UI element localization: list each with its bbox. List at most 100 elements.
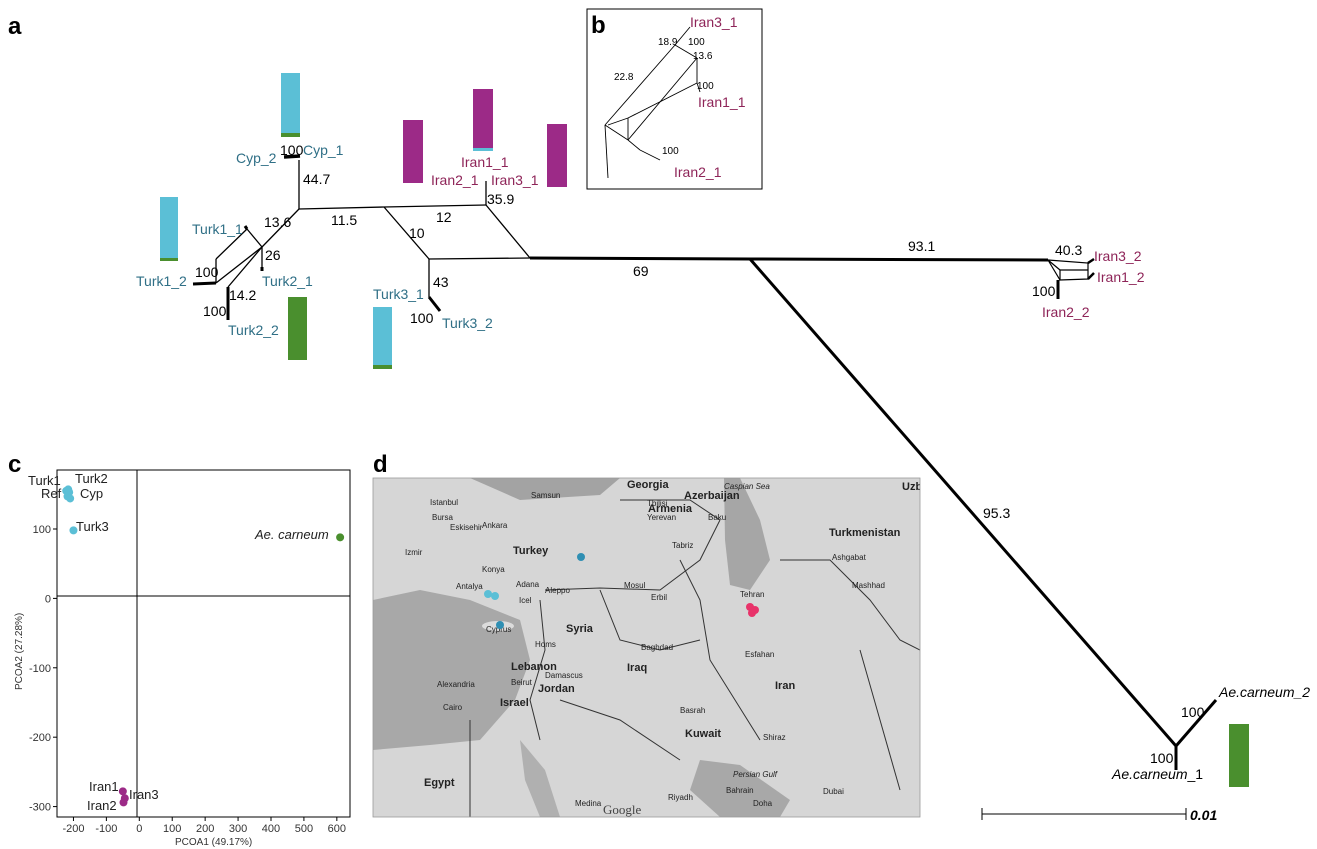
taxon-labels: Cyp_1 Cyp_2 Turk1_1 Turk1_2 Turk2_1 Turk… [136,142,1310,782]
map-borders [469,499,920,817]
marker-turk1 [484,590,492,598]
map-uzb: Uzb [902,481,922,493]
map-cairo: Cairo [443,703,463,712]
map-syria: Syria [566,623,594,635]
pcoa-label-turk2: Turk2 [75,471,108,486]
marker-iran-c [748,609,756,617]
inset-frame [586,8,763,190]
branch-acarneum-2 [1174,699,1218,747]
border-syria-iraq [599,589,701,651]
map-iran: Iran [775,680,795,692]
map-tabriz: Tabriz [672,541,693,550]
support-acarneum-upper: 100 [1181,704,1205,720]
map-tehran: Tehran [740,590,764,599]
map-doha: Doha [753,799,773,808]
ret-a [246,228,263,248]
pcoa-point-iran1 [118,787,127,796]
pcoa-x-tick-label: 500 [295,823,313,835]
support-43: 43 [433,274,449,290]
map-ankara: Ankara [482,521,508,530]
structure-bars [160,73,1249,787]
marker-turk2 [491,592,499,600]
taxon-iran3-2: Iran3_2 [1094,248,1142,264]
inset-e7 [627,82,698,119]
support-13-6: 13.6 [264,214,291,230]
taxon-iran1-2: Iran1_2 [1097,269,1145,285]
map-turkmenistan: Turkmenistan [829,527,901,539]
taxon-acarneum-1-name: Ae.carneum [1111,766,1188,782]
pcoa-points [62,485,345,807]
map-lebanon: Lebanon [511,661,557,673]
branch-10 [383,206,430,260]
border-turkey-south [544,519,721,591]
ret-c [227,246,263,288]
map-attribution: Google [603,802,642,817]
support-turk3: 100 [410,310,434,326]
support-acarneum-lower: 100 [1150,750,1174,766]
support-14-2: 14.2 [229,287,256,303]
border-syria-west [529,599,546,741]
ret-i2 [1047,259,1061,271]
pcoa-point-iran2 [119,798,128,807]
support-44-7: 44.7 [303,171,330,187]
map-frame [372,477,921,818]
inset-support-100-c: 100 [662,146,679,157]
ret-b [215,228,248,260]
taxon-iran3-1: Iran3_1 [491,172,539,188]
panel-d-letter: d [373,451,388,478]
support-11-5: 11.5 [331,212,357,228]
pcoa-y-tick-label: -300 [29,802,51,814]
pcoa-y-tick-label: 100 [33,524,51,536]
map-konya: Konya [482,565,505,574]
map-red-sea [520,740,560,817]
map-antalya: Antalya [456,582,483,591]
ret-f [215,246,263,284]
pcoa-x-tick-label: -100 [95,823,117,835]
map-erbil: Erbil [651,593,667,602]
map-caspian-sea [724,478,770,590]
iran1-2-tip [1087,272,1095,280]
map-persian-gulf-label: Persian Gulf [733,770,778,779]
branch-95-3 [748,258,1178,747]
map-baku: Baku [708,513,726,522]
pcoa-label-turk3: Turk3 [76,519,109,534]
branch-cyp-tips [283,154,301,159]
inset-e1 [604,44,676,126]
pcoa-y-tick-label: 0 [45,593,51,605]
pcoa-label-acarneum: Ae. carneum [254,527,329,542]
bar-turk3-blue [373,307,392,365]
inset-support-18-9: 18.9 [658,37,678,48]
border-caucasus [620,499,721,521]
map-adana: Adana [516,580,540,589]
pcoa-label-cyp: Cyp [80,486,103,501]
scale-bar: 0.01 [981,807,1217,823]
taxon-acarneum-1-suffix: _1 [1186,766,1203,782]
taxon-turk1-2: Turk1_2 [136,273,187,289]
map-israel: Israel [500,697,529,709]
panel-c-letter: c [8,451,21,478]
bar-acarneum-green [1229,724,1249,787]
map-damascus: Damascus [545,671,583,680]
bar-turk1-green [160,258,178,261]
support-turk1: 100 [195,264,219,280]
taxon-acarneum-1: Ae.carneum_1 [1111,766,1203,782]
pcoa-label-iran2: Iran2 [87,798,117,813]
map-izmir: Izmir [405,548,423,557]
taxon-turk3-2: Turk3_2 [442,315,493,331]
inset-e8 [607,117,629,126]
scale-bar-label: 0.01 [1190,807,1217,823]
bar-turk3-green [373,365,392,369]
marker-turk3 [577,553,585,561]
bar-iran1-blue [473,148,493,151]
turk-reticulation [192,225,264,320]
map-mashhad: Mashhad [852,581,885,590]
map-yerevan: Yerevan [647,513,676,522]
pcoa-label-turk1: Turk1 [28,473,61,488]
pcoa-point-cyp [66,494,75,503]
pcoa-frame [56,469,351,818]
inset-taxon-iran2-1: Iran2_1 [674,164,722,180]
pcoa-x-tick-label: 400 [262,823,280,835]
support-turk2: 100 [203,303,227,319]
border-saudi-north [559,699,681,761]
